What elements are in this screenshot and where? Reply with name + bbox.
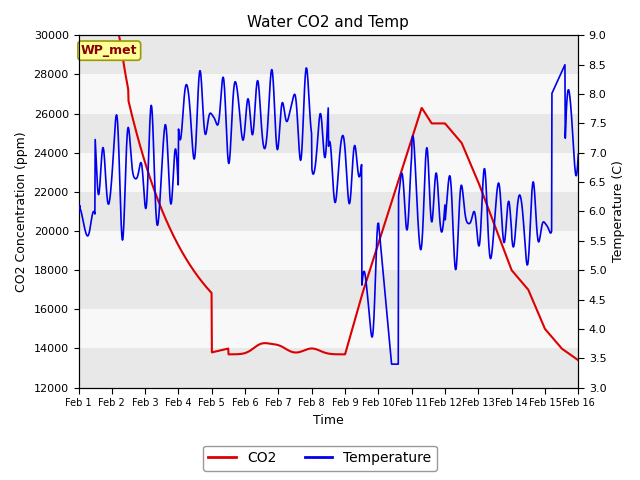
Bar <box>79 74 579 114</box>
Y-axis label: Temperature (C): Temperature (C) <box>612 160 625 263</box>
Bar <box>79 153 579 192</box>
Legend: CO2, Temperature: CO2, Temperature <box>203 445 437 471</box>
Bar <box>79 348 579 388</box>
Y-axis label: CO2 Concentration (ppm): CO2 Concentration (ppm) <box>15 131 28 292</box>
Text: WP_met: WP_met <box>81 44 138 57</box>
Bar <box>79 114 579 153</box>
X-axis label: Time: Time <box>313 414 344 427</box>
Bar <box>79 270 579 309</box>
Bar <box>79 192 579 231</box>
Bar <box>79 309 579 348</box>
Title: Water CO2 and Temp: Water CO2 and Temp <box>248 15 410 30</box>
Bar <box>79 231 579 270</box>
Bar <box>79 36 579 74</box>
